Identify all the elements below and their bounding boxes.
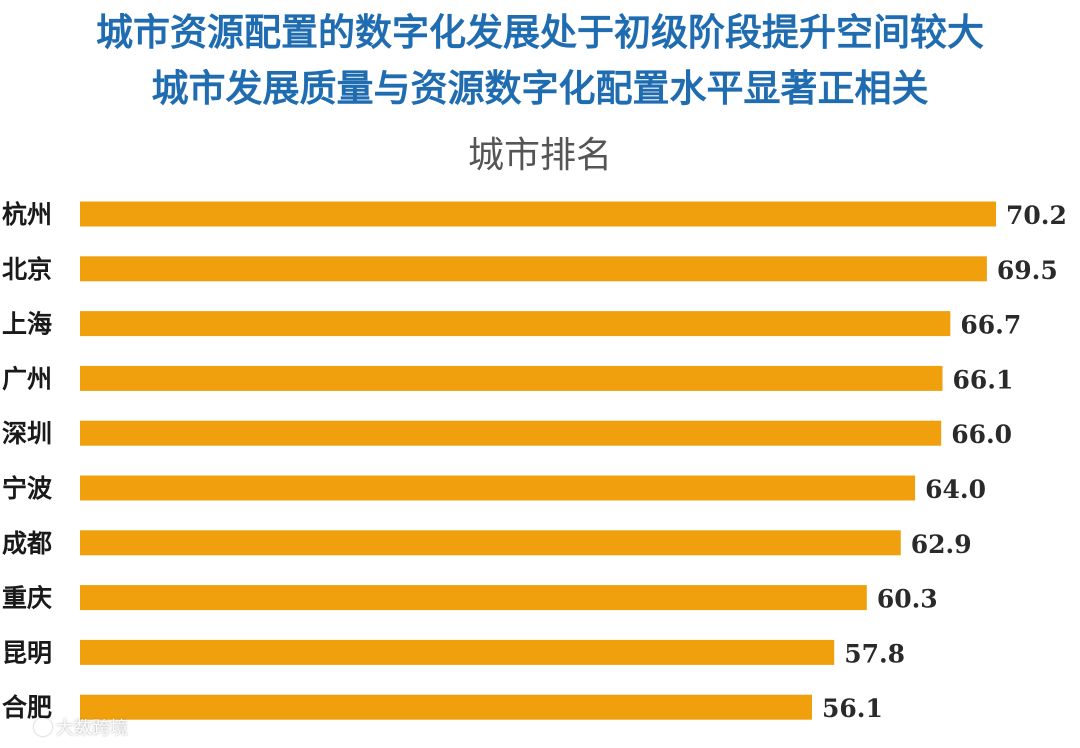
watermark-logo-icon — [34, 718, 52, 736]
value-label: 66.0 — [951, 420, 1012, 449]
category-label: 上海 — [2, 310, 52, 339]
value-label: 62.9 — [911, 530, 972, 559]
bar — [80, 530, 901, 556]
bar — [80, 475, 916, 501]
watermark: 大数跨境 — [34, 714, 128, 740]
value-label: 69.5 — [997, 256, 1058, 285]
bar — [80, 256, 987, 282]
category-label: 重庆 — [2, 584, 52, 613]
headline-line-2: 城市发展质量与资源数字化配置水平显著正相关 — [151, 66, 929, 110]
bar — [80, 585, 867, 611]
bar — [80, 639, 835, 665]
chart-title: 城市排名 — [467, 135, 612, 176]
value-label: 57.8 — [844, 639, 905, 668]
watermark-text: 大数跨境 — [56, 718, 128, 739]
category-label: 宁波 — [2, 474, 53, 503]
category-label: 成都 — [2, 529, 52, 558]
value-label: 70.2 — [1006, 201, 1067, 230]
category-label: 广州 — [2, 364, 52, 393]
category-label: 合肥 — [2, 693, 52, 722]
bar — [80, 201, 996, 227]
bar — [80, 365, 943, 391]
value-label: 60.3 — [877, 585, 938, 614]
value-label: 56.1 — [822, 694, 883, 723]
value-label: 66.1 — [953, 365, 1014, 394]
value-label: 64.0 — [925, 475, 986, 504]
category-label: 深圳 — [2, 419, 52, 448]
category-label: 北京 — [2, 255, 52, 284]
bar — [80, 311, 951, 337]
category-label: 昆明 — [2, 638, 52, 667]
bar — [80, 694, 813, 720]
category-label: 杭州 — [2, 200, 52, 229]
headline-line-1: 城市资源配置的数字化发展处于初级阶段提升空间较大 — [96, 10, 984, 54]
value-label: 66.7 — [960, 311, 1021, 340]
bar — [80, 420, 942, 446]
